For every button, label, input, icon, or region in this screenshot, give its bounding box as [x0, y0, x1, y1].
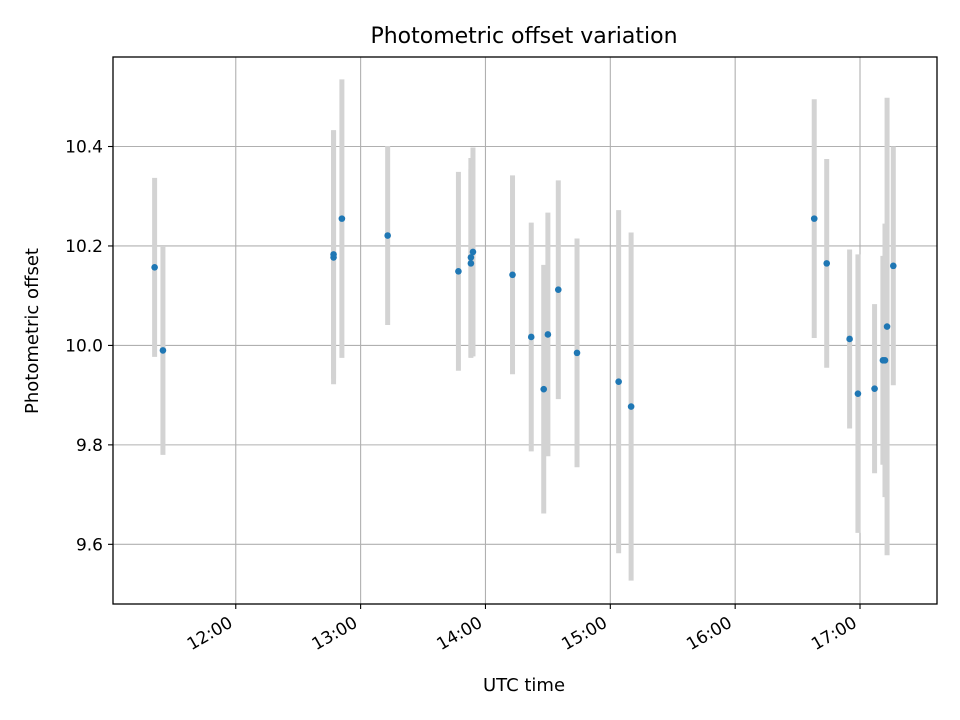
data-point: [890, 262, 897, 270]
data-point: [881, 357, 889, 364]
y-axis-ticks: 9.6 9.8 10.0 10.2 10.4: [65, 138, 113, 555]
data-point: [159, 347, 167, 354]
data-point: [627, 403, 635, 410]
data-point: [554, 286, 562, 294]
data-point: [330, 251, 337, 258]
chart-title: Photometric offset variation: [370, 24, 677, 49]
y-tick-label: 9.6: [76, 535, 103, 555]
y-tick-label: 9.8: [76, 436, 103, 456]
data-point: [527, 333, 535, 341]
data-point: [467, 260, 475, 267]
data-point: [573, 349, 581, 357]
data-point: [455, 268, 462, 275]
data-point: [338, 215, 346, 222]
x-axis-label: UTC time: [483, 675, 565, 696]
data-point: [854, 390, 862, 397]
data-point: [469, 248, 477, 256]
data-point: [810, 215, 818, 222]
data-points: [151, 215, 897, 410]
data-point: [846, 335, 853, 343]
y-tick-label: 10.2: [65, 237, 103, 257]
y-tick-label: 10.4: [65, 138, 103, 158]
y-axis-label: Photometric offset: [22, 248, 43, 414]
data-point: [151, 264, 158, 271]
data-point: [871, 385, 878, 392]
y-tick-label: 10.0: [65, 336, 103, 356]
grid: [113, 57, 937, 604]
data-point: [384, 232, 391, 239]
plot-frame: [112, 56, 938, 605]
data-point: [540, 385, 548, 393]
data-point: [509, 271, 516, 279]
data-point: [883, 323, 891, 330]
data-point: [544, 331, 552, 338]
data-point: [823, 260, 831, 267]
data-point: [467, 254, 475, 261]
data-point: [615, 378, 622, 386]
